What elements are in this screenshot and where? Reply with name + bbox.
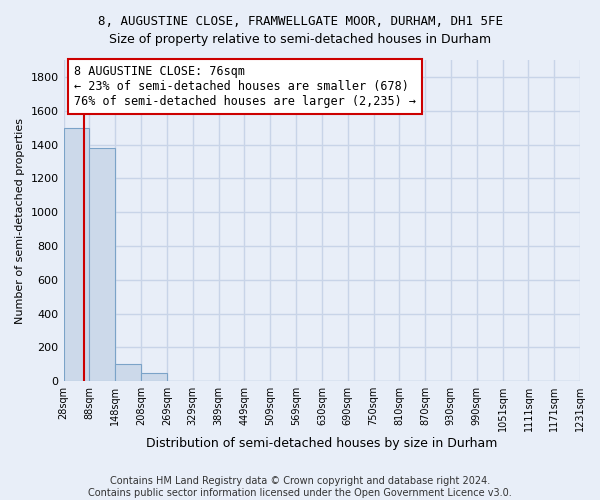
Bar xyxy=(64,128,89,381)
Text: Contains HM Land Registry data © Crown copyright and database right 2024.
Contai: Contains HM Land Registry data © Crown c… xyxy=(88,476,512,498)
Text: 8, AUGUSTINE CLOSE, FRAMWELLGATE MOOR, DURHAM, DH1 5FE: 8, AUGUSTINE CLOSE, FRAMWELLGATE MOOR, D… xyxy=(97,15,503,28)
X-axis label: Distribution of semi-detached houses by size in Durham: Distribution of semi-detached houses by … xyxy=(146,437,497,450)
Y-axis label: Number of semi-detached properties: Number of semi-detached properties xyxy=(15,118,25,324)
Text: Size of property relative to semi-detached houses in Durham: Size of property relative to semi-detach… xyxy=(109,32,491,46)
Bar xyxy=(141,373,167,381)
Bar xyxy=(89,148,115,381)
Bar xyxy=(115,364,141,381)
Text: 8 AUGUSTINE CLOSE: 76sqm
← 23% of semi-detached houses are smaller (678)
76% of : 8 AUGUSTINE CLOSE: 76sqm ← 23% of semi-d… xyxy=(74,65,416,108)
